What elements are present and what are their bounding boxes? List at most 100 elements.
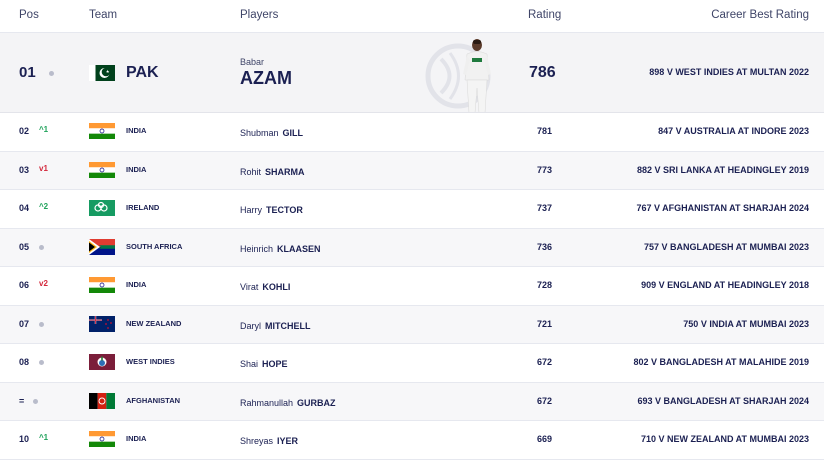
top-first-name: Babar (240, 57, 265, 67)
player-first-name: Heinrich (240, 243, 274, 254)
top-team: PAK (126, 64, 159, 81)
player-first-name: Shai (240, 359, 259, 369)
player-name[interactable]: Heinrich KLAASEN (240, 244, 321, 254)
row-pos: 02 (19, 126, 30, 136)
row-team: SOUTH AFRICA (126, 241, 183, 251)
chevron-up-icon: ^2 (39, 202, 49, 211)
row-rating: 781 (537, 126, 553, 136)
player-last-name: KOHLI (262, 282, 291, 292)
india-flag-icon (89, 123, 115, 139)
row-rating: 773 (537, 164, 553, 175)
row-pos: 06 (19, 280, 30, 290)
west-indies-flag-icon (89, 354, 115, 370)
chevron-up-icon: ^1 (39, 125, 49, 134)
header-team: Team (89, 9, 118, 21)
header-pos: Pos (19, 9, 39, 21)
player-first-name: Daryl (240, 320, 262, 331)
row-career-best: 750 V INDIA AT MUMBAI 2023 (683, 318, 809, 329)
row-team: INDIA (126, 164, 147, 174)
row-rating: 672 (537, 395, 553, 406)
header-career-best: Career Best Rating (711, 9, 809, 21)
row-pos: 05 (19, 241, 30, 252)
row-career-best: 802 V BANGLADESH AT MALAHIDE 2019 (633, 357, 809, 367)
chevron-down-icon: v1 (39, 163, 48, 173)
player-first-name: Virat (240, 282, 259, 292)
player-name[interactable]: Shubman GILL (240, 128, 303, 138)
player-name[interactable]: Virat KOHLI (240, 282, 290, 292)
dot-icon (49, 71, 54, 76)
header-rating: Rating (528, 9, 562, 21)
table-row[interactable]: = AFGHANISTAN Rahmanullah GURBAZ 672 693 … (0, 382, 824, 421)
row-team: INDIA (126, 434, 147, 443)
row-pos: 10 (19, 434, 30, 444)
player-last-name: GILL (282, 128, 304, 138)
player-last-name: KLAASEN (277, 243, 321, 254)
row-rating: 737 (537, 203, 553, 213)
chevron-down-icon: v2 (39, 279, 48, 288)
new-zealand-flag-icon (89, 315, 115, 332)
table-row[interactable]: 04 ^2 IRELAND Harry TECTOR 737 767 V AFGH… (0, 190, 824, 229)
top-pos: 01 (19, 64, 36, 81)
row-team: IRELAND (126, 203, 160, 212)
south-africa-flag-icon (89, 238, 115, 255)
india-flag-icon (89, 277, 115, 293)
player-last-name: HOPE (262, 359, 288, 369)
header-players: Players (240, 9, 279, 21)
player-photo (463, 39, 491, 112)
player-name[interactable]: Shreyas IYER (240, 436, 298, 446)
row-pos: 03 (19, 164, 30, 175)
dot-icon (33, 398, 38, 404)
row-team: NEW ZEALAND (126, 318, 182, 328)
india-flag-icon (89, 161, 115, 178)
player-first-name: Shreyas (240, 436, 274, 446)
player-last-name: IYER (277, 436, 299, 446)
ireland-flag-icon (89, 200, 115, 216)
row-career-best: 710 V NEW ZEALAND AT MUMBAI 2023 (640, 434, 809, 444)
row-rating: 736 (537, 241, 553, 252)
chevron-up-icon: ^1 (39, 433, 49, 442)
dot-icon (39, 244, 44, 250)
table-row[interactable]: 07 NEW ZEALAND Daryl MITCHELL 721 750 V I… (0, 305, 824, 344)
row-career-best: 882 V SRI LANKA AT HEADINGLEY 2019 (636, 164, 809, 175)
row-team: INDIA (126, 126, 147, 135)
table-row[interactable]: 03 v1 INDIA Rohit SHARMA 773 882 V SRI LA… (0, 151, 824, 190)
player-last-name: TECTOR (266, 205, 303, 215)
row-pos: 04 (19, 203, 30, 213)
table-row[interactable]: 06 v2 INDIA Virat KOHLI 728 909 V ENGLAND… (0, 267, 824, 306)
player-name[interactable]: Daryl MITCHELL (240, 321, 311, 331)
row-career-best: 847 V AUSTRALIA AT INDORE 2023 (658, 126, 809, 136)
row-pos: 07 (19, 318, 30, 329)
row-rating: 728 (537, 280, 553, 290)
player-name[interactable]: Rahmanullah GURBAZ (240, 398, 336, 408)
row-rating: 669 (537, 434, 553, 444)
row-pos: = (19, 395, 25, 406)
dot-icon (39, 321, 44, 327)
india-flag-icon (89, 431, 115, 447)
dot-icon (39, 360, 44, 365)
table-header: Pos Team Players Rating Career Best Rati… (0, 0, 824, 33)
top-last-name[interactable]: AZAM (240, 68, 292, 88)
row-rating: 721 (537, 318, 553, 329)
row-team: INDIA (126, 280, 147, 289)
table-row[interactable]: 10 ^1 INDIA Shreyas IYER 669 710 V NEW ZE… (0, 421, 824, 460)
player-name[interactable]: Rohit SHARMA (240, 167, 305, 177)
player-last-name: GURBAZ (297, 397, 336, 408)
top-rating: 786 (529, 64, 556, 81)
player-name[interactable]: Shai HOPE (240, 359, 288, 369)
pakistan-flag-icon (89, 65, 115, 81)
row-team: AFGHANISTAN (126, 395, 181, 405)
top-ranked-row[interactable]: 01 PAK Babar AZAM 786 898 V WEST INDIES … (0, 33, 824, 113)
afghanistan-flag-icon (89, 392, 115, 409)
table-row[interactable]: 08 WEST INDIES Shai HOPE 672 802 V BANGLA… (0, 344, 824, 383)
row-team: WEST INDIES (126, 357, 175, 366)
player-first-name: Rohit (240, 166, 262, 177)
row-career-best: 693 V BANGLADESH AT SHARJAH 2024 (637, 395, 809, 406)
player-name[interactable]: Harry TECTOR (240, 205, 303, 215)
table-row[interactable]: 05 SOUTH AFRICA Heinrich KLAASEN 736 757 … (0, 228, 824, 267)
player-first-name: Harry (240, 205, 262, 215)
player-last-name: SHARMA (265, 166, 305, 177)
table-row[interactable]: 02 ^1 INDIA Shubman GILL 781 847 V AUSTRA… (0, 113, 824, 152)
row-career-best: 909 V ENGLAND AT HEADINGLEY 2018 (641, 280, 809, 290)
row-career-best: 757 V BANGLADESH AT MUMBAI 2023 (643, 241, 809, 252)
row-rating: 672 (537, 357, 553, 367)
